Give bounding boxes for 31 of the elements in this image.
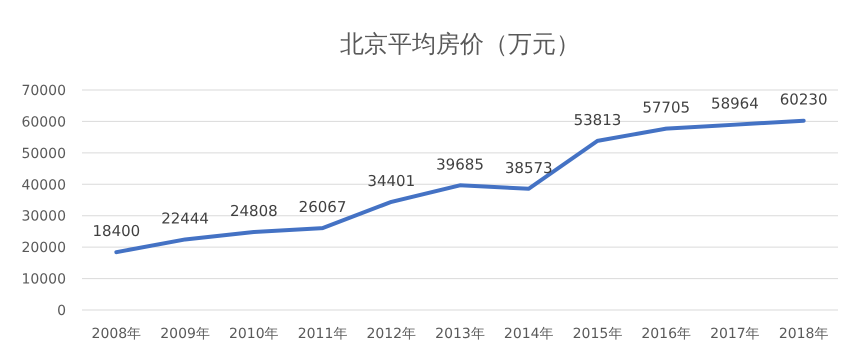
data-label: 38573	[504, 158, 553, 177]
data-label: 34401	[367, 172, 416, 190]
x-tick-label: 2011年	[298, 326, 348, 342]
x-tick-label: 2018年	[778, 326, 828, 342]
x-tick-label: 2014年	[504, 326, 554, 342]
x-tick-label: 2010年	[229, 326, 279, 342]
y-tick-label: 70000	[21, 83, 66, 99]
x-tick-label: 2009年	[160, 326, 210, 342]
x-tick-label: 2017年	[710, 326, 760, 342]
y-tick-label: 60000	[21, 114, 66, 130]
y-tick-label: 50000	[21, 146, 66, 162]
data-label: 53813	[574, 110, 622, 129]
data-label: 57705	[642, 98, 690, 117]
y-tick-label: 30000	[21, 208, 66, 225]
data-label: 24808	[230, 202, 278, 220]
data-label: 18400	[92, 222, 140, 240]
y-tick-label: 0	[57, 303, 66, 319]
data-label: 22444	[161, 209, 209, 228]
y-tick-label: 40000	[21, 177, 66, 194]
y-tick-label: 10000	[21, 272, 66, 288]
data-label: 60230	[780, 90, 828, 109]
data-label: 58964	[711, 94, 759, 113]
x-tick-label: 2015年	[572, 326, 622, 342]
chart-title: 北京平均房价（万元）	[340, 30, 580, 58]
data-label: 39685	[436, 155, 484, 174]
x-tick-label: 2012年	[366, 326, 416, 342]
x-tick-label: 2013年	[435, 326, 485, 342]
y-tick-label: 20000	[21, 240, 66, 256]
data-label: 26067	[298, 198, 346, 216]
x-tick-label: 2008年	[92, 326, 142, 342]
x-tick-label: 2016年	[641, 326, 691, 342]
